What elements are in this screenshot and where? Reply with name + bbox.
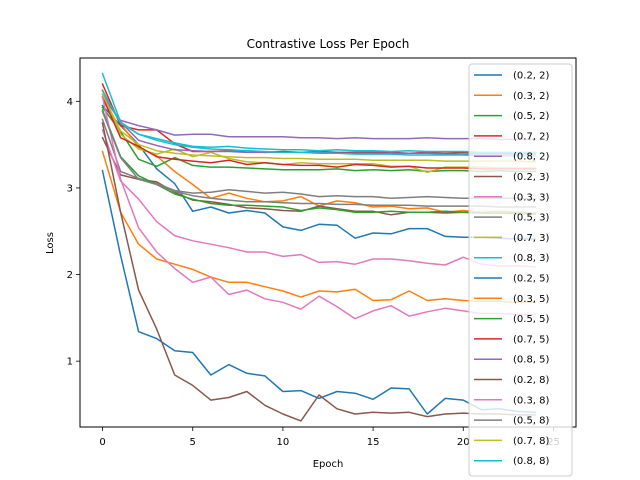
- plot-series-group: [101, 72, 537, 422]
- series-line-11: [101, 150, 537, 304]
- legend-label-13: (0.7, 5): [513, 334, 550, 345]
- x-tick-label: 20: [457, 437, 470, 448]
- legend-label-19: (0.8, 8): [513, 456, 550, 467]
- legend-label-17: (0.5, 8): [513, 416, 550, 427]
- legend-label-10: (0.2, 5): [513, 274, 550, 285]
- series-line-9: [101, 72, 537, 154]
- legend-label-11: (0.3, 5): [513, 294, 550, 305]
- series-line-10: [101, 169, 537, 415]
- legend-label-8: (0.7, 3): [513, 233, 550, 244]
- legend-label-7: (0.5, 3): [513, 213, 550, 224]
- plot-frame: [79, 57, 577, 428]
- series-line-12: [101, 109, 537, 215]
- series-line-16: [101, 96, 537, 320]
- x-tick-label: 15: [367, 437, 380, 448]
- legend-label-12: (0.5, 5): [513, 314, 550, 325]
- y-tick-label: 1: [67, 357, 73, 368]
- series-line-8: [101, 95, 537, 174]
- legend-label-2: (0.5, 2): [513, 111, 550, 122]
- series-line-7: [101, 118, 537, 200]
- legend-label-1: (0.3, 2): [513, 91, 550, 102]
- series-line-2: [101, 106, 537, 173]
- x-tick-label: 5: [190, 437, 196, 448]
- x-tick-label: 0: [99, 437, 105, 448]
- legend-label-15: (0.2, 8): [513, 375, 550, 386]
- x-axis-label: Epoch: [313, 459, 344, 470]
- y-tick-label: 3: [67, 183, 73, 194]
- legend-label-14: (0.8, 5): [513, 355, 550, 366]
- legend-label-16: (0.3, 8): [513, 395, 550, 406]
- chart-title: Contrastive Loss Per Epoch: [247, 37, 410, 51]
- legend-label-18: (0.7, 8): [513, 436, 550, 447]
- x-tick-label: 10: [277, 437, 290, 448]
- series-line-13: [101, 96, 537, 170]
- series-line-17: [101, 110, 537, 208]
- legend-label-4: (0.8, 2): [513, 152, 550, 163]
- legend-label-0: (0.2, 2): [513, 71, 550, 82]
- legend-label-9: (0.8, 3): [513, 253, 550, 264]
- series-line-14: [101, 93, 537, 155]
- legend-label-3: (0.7, 2): [513, 131, 550, 142]
- series-line-4: [101, 95, 537, 141]
- series-line-6: [101, 128, 537, 268]
- legend: (0.2, 2) (0.3, 2) (0.5, 2) (0.7, 2) (0.8, 2)…: [468, 63, 573, 477]
- y-tick-label: 2: [67, 270, 73, 281]
- y-axis: 1 2 3 4: [67, 97, 80, 368]
- legend-label-6: (0.3, 3): [513, 192, 550, 203]
- series-line-0: [101, 104, 537, 240]
- y-axis-label: Loss: [45, 232, 56, 254]
- series-line-19: [101, 89, 537, 157]
- legend-box: [468, 63, 573, 477]
- legend-label-5: (0.2, 3): [513, 172, 550, 183]
- series-line-3: [101, 83, 537, 155]
- series-line-15: [101, 122, 537, 422]
- y-tick-label: 4: [67, 97, 73, 108]
- series-line-18: [101, 93, 537, 163]
